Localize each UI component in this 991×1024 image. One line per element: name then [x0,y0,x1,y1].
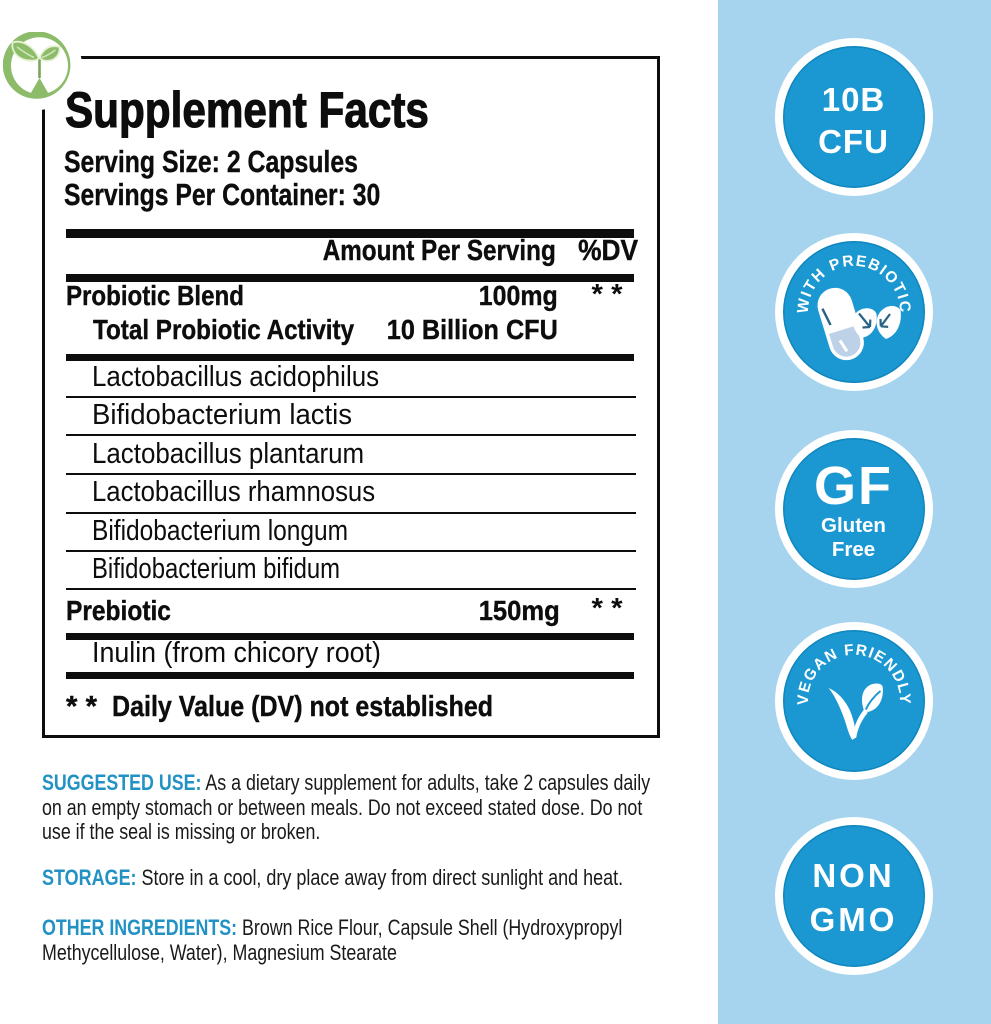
svg-text:VEGAN FRIENDLY: VEGAN FRIENDLY [794,642,912,706]
svg-text:WITH PREBIOTIC: WITH PREBIOTIC [794,253,913,315]
